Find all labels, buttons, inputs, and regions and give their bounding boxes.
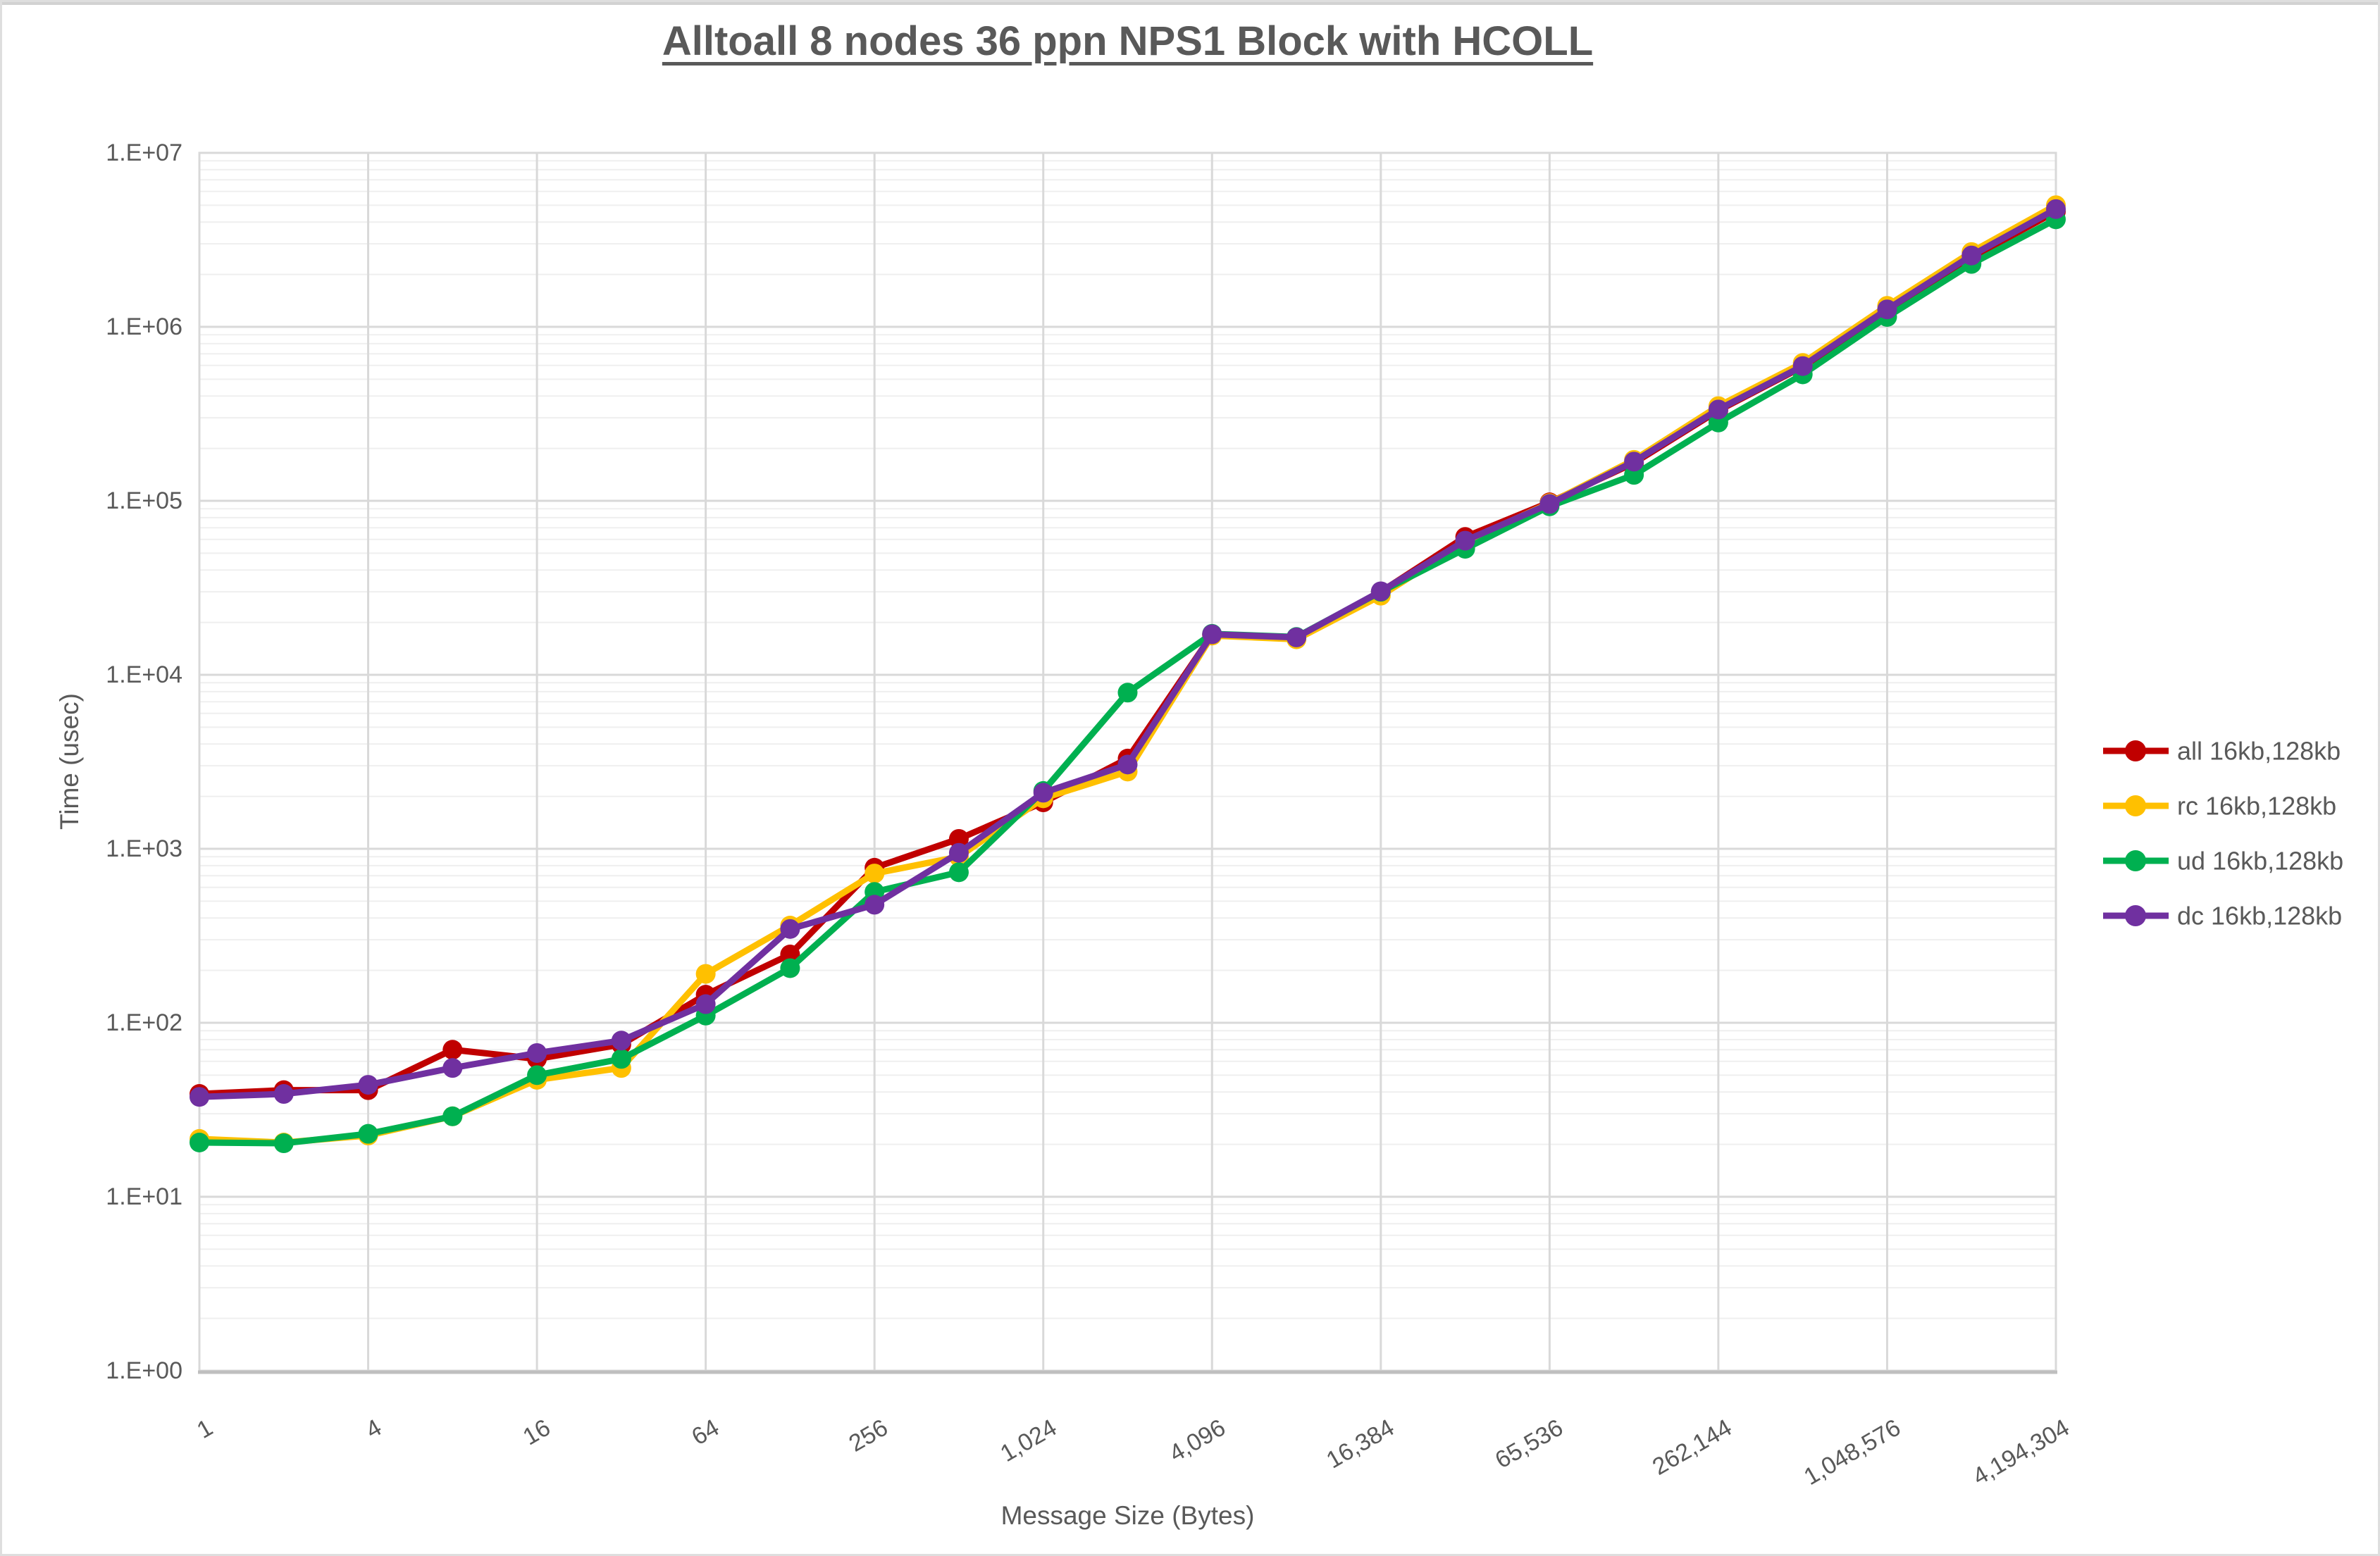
y-tick-label: 1.E+06 (106, 313, 182, 340)
x-tick-label: 4,194,304 (1969, 1414, 2074, 1491)
data-point (1624, 452, 1644, 472)
data-point (1961, 245, 1982, 266)
x-tick-label: 65,536 (1491, 1414, 1568, 1474)
data-point (780, 919, 800, 939)
legend-item-ud[interactable]: ud 16kb,128kb (2103, 847, 2343, 876)
data-point (1117, 754, 1138, 775)
legend-label: rc 16kb,128kb (2177, 792, 2336, 821)
legend-marker-dot (2125, 740, 2146, 761)
data-point (442, 1106, 463, 1126)
data-point (1792, 356, 1813, 376)
data-point (358, 1075, 378, 1095)
data-point (864, 864, 885, 884)
series-line (196, 216, 2059, 1147)
data-point (442, 1058, 463, 1078)
data-point (190, 1087, 209, 1107)
legend-item-rc[interactable]: rc 16kb,128kb (2103, 792, 2336, 821)
data-point (1539, 494, 1560, 514)
x-tick-label: 4,096 (1165, 1414, 1230, 1467)
y-tick-label: 1.E+01 (106, 1183, 182, 1210)
y-tick-labels: 1.E+00 1.E+01 1.E+02 1.E+03 1.E+04 1.E+05 1.E+… (106, 139, 182, 1384)
data-point (1117, 683, 1138, 703)
series-ud[interactable] (190, 209, 2066, 1154)
data-point (1370, 581, 1391, 602)
x-tick-label: 256 (845, 1414, 893, 1457)
legend-item-dc[interactable]: dc 16kb,128kb (2103, 902, 2342, 931)
data-point (358, 1124, 378, 1144)
data-point (611, 1049, 631, 1069)
data-point (527, 1065, 547, 1085)
legend-item-all[interactable]: all 16kb,128kb (2103, 737, 2341, 766)
x-tick-label: 262,144 (1648, 1414, 1736, 1481)
series-line (196, 206, 2059, 1100)
data-point (611, 1031, 631, 1051)
x-axis-title: Message Size (Bytes) (1000, 1501, 1255, 1530)
data-point (948, 828, 969, 849)
data-point (273, 1084, 294, 1104)
data-point (190, 1132, 209, 1152)
y-tick-label: 1.E+03 (106, 835, 182, 862)
y-minor-gridlines (199, 160, 2056, 1319)
y-tick-label: 1.E+00 (106, 1357, 182, 1384)
x-tick-label: 1,024 (996, 1414, 1062, 1467)
screen-top-edge (2, 2, 2378, 5)
data-point (695, 994, 716, 1014)
legend-marker-dot (2125, 905, 2146, 926)
data-point (527, 1042, 547, 1063)
x-tick-labels: 1 4 16 64 256 1,024 4,096 16,384 65,536 262,144 1,… (192, 1414, 2074, 1491)
data-point (948, 862, 969, 883)
legend-label: dc 16kb,128kb (2177, 902, 2342, 931)
data-point (1033, 783, 1053, 803)
x-tick-label: 16 (519, 1414, 555, 1451)
data-point (1202, 624, 1222, 645)
data-point (273, 1133, 294, 1154)
data-point (695, 964, 716, 984)
legend: all 16kb,128kb rc 16kb,128kb ud 16kb,128kb… (2103, 737, 2343, 931)
series-dc[interactable] (190, 199, 2066, 1107)
data-point (864, 895, 885, 915)
data-point (948, 842, 969, 863)
data-point (442, 1040, 463, 1060)
legend-label: all 16kb,128kb (2177, 737, 2341, 766)
data-point (780, 945, 800, 965)
legend-marker-dot (2125, 795, 2146, 816)
y-tick-label: 1.E+07 (106, 139, 182, 166)
chart-title: Alltoall 8 nodes 36 ppn NPS1 Block with … (662, 18, 1594, 64)
series-all[interactable] (190, 201, 2066, 1104)
y-tick-label: 1.E+05 (106, 487, 182, 514)
y-tick-label: 1.E+04 (106, 661, 182, 688)
data-point (1877, 299, 1897, 320)
y-tick-label: 1.E+02 (106, 1009, 182, 1036)
data-point (2046, 199, 2066, 219)
legend-marker-dot (2125, 850, 2146, 871)
x-tick-label: 1 (192, 1414, 217, 1444)
x-tick-label: 64 (687, 1414, 724, 1451)
data-point (780, 958, 800, 978)
data-point (1455, 530, 1475, 551)
x-tick-label: 1,048,576 (1799, 1414, 1905, 1491)
x-tick-label: 4 (361, 1414, 386, 1444)
data-point (1708, 399, 1728, 420)
x-tick-label: 16,384 (1322, 1414, 1399, 1474)
data-point (1287, 627, 1307, 647)
legend-label: ud 16kb,128kb (2177, 847, 2343, 876)
